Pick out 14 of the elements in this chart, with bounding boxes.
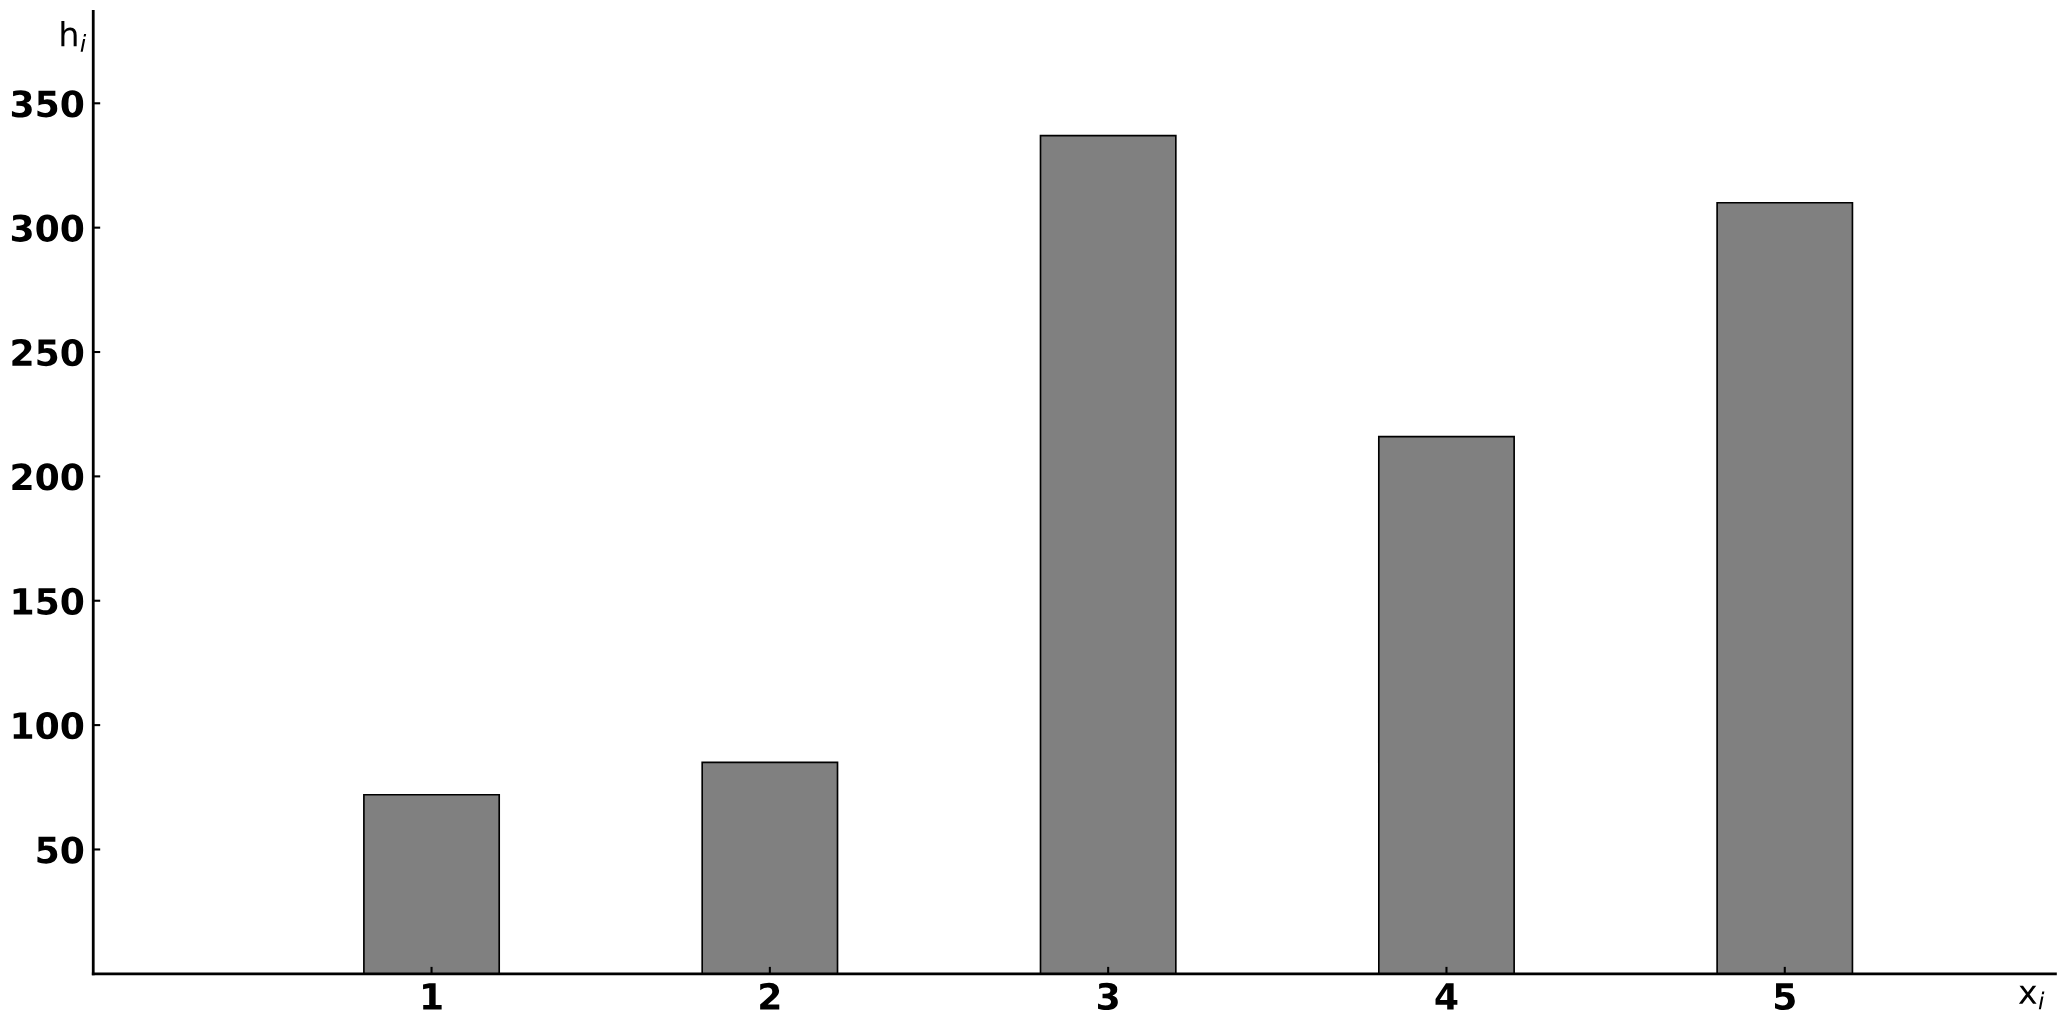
y-tick-label: 50 xyxy=(37,836,84,864)
x-tick-label: 1 xyxy=(423,983,442,1010)
x-tick-label: 3 xyxy=(1098,982,1118,1011)
y-tick-label: 250 xyxy=(12,338,84,367)
x-axis-title: x$_{i}$ xyxy=(2018,985,2045,1010)
x-tick-label: 5 xyxy=(1775,983,1795,1011)
x-tick-label: 2 xyxy=(760,982,780,1010)
y-tick-label: 300 xyxy=(11,214,84,242)
y-axis-title: h$_{i}$ xyxy=(61,20,87,52)
y-tick-label: 350 xyxy=(11,90,84,118)
x-tick-label: 4 xyxy=(1435,983,1458,1010)
y-tick-label: 200 xyxy=(12,463,84,491)
y-tick-label: 100 xyxy=(13,712,84,740)
y-tick-label: 150 xyxy=(13,587,84,615)
